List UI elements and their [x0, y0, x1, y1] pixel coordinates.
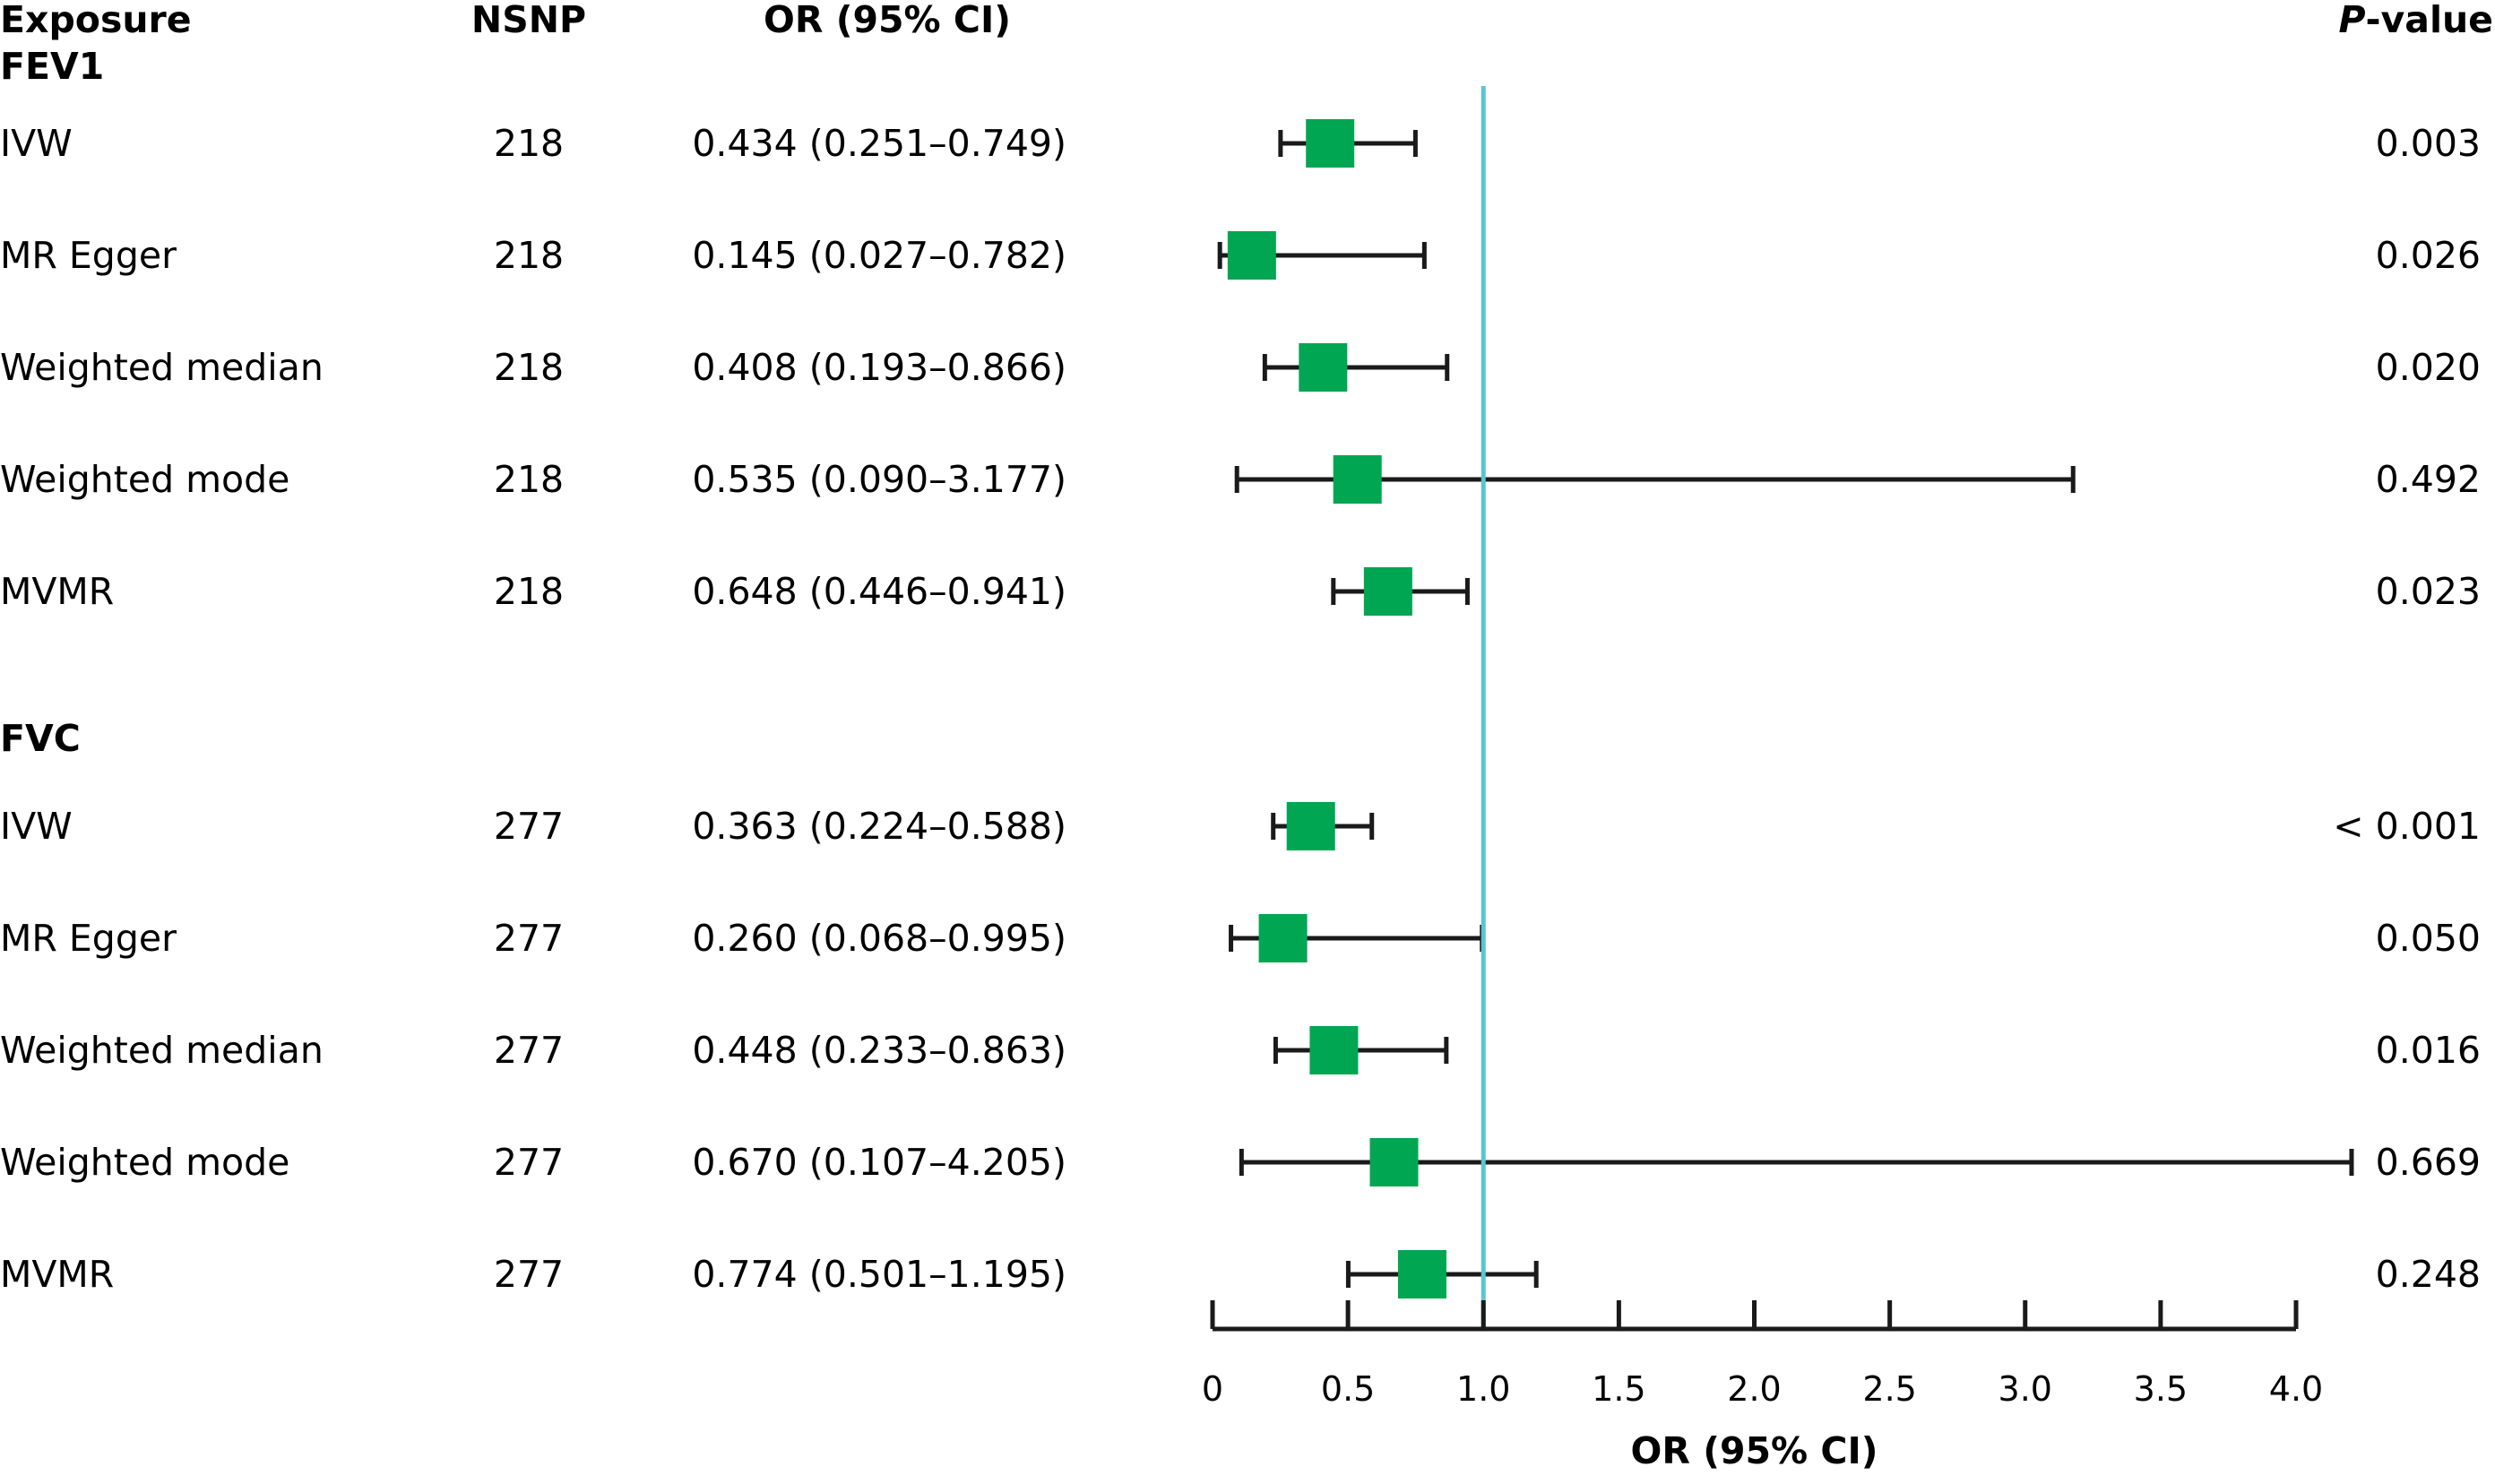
method-label: MVMR [0, 1253, 114, 1296]
nsnp-value: 277 [494, 1141, 564, 1184]
method-label: Weighted mode [0, 1141, 289, 1184]
header-or-ci: OR (95% CI) [764, 0, 1011, 41]
or-ci-text: 0.670 (0.107–4.205) [692, 1141, 1066, 1184]
p-value: 0.492 [2376, 458, 2481, 501]
p-value: 0.016 [2376, 1029, 2481, 1072]
or-ci-text: 0.408 (0.193–0.866) [692, 346, 1066, 389]
or-point [1363, 567, 1412, 616]
x-tick-label: 1.5 [1592, 1369, 1645, 1409]
header-exposure: Exposure [0, 0, 192, 41]
or-point [1397, 1250, 1446, 1298]
x-tick-label: 1.0 [1456, 1369, 1510, 1409]
or-ci-text: 0.434 (0.251–0.749) [692, 122, 1066, 165]
method-label: IVW [0, 805, 73, 848]
method-label: Weighted median [0, 1029, 324, 1072]
p-value: 0.669 [2376, 1141, 2481, 1184]
p-value: 0.020 [2376, 346, 2481, 389]
method-label: IVW [0, 122, 73, 165]
nsnp-value: 218 [494, 346, 564, 389]
x-tick-label: 0 [1202, 1369, 1223, 1409]
group-label: FEV1 [0, 45, 104, 88]
or-ci-text: 0.363 (0.224–0.588) [692, 805, 1066, 848]
or-point [1309, 1026, 1359, 1074]
or-ci-text: 0.260 (0.068–0.995) [692, 917, 1066, 960]
p-value: < 0.001 [2333, 805, 2481, 848]
nsnp-value: 277 [494, 805, 564, 848]
p-value: 0.050 [2376, 917, 2481, 960]
header-nsnp: NSNP [471, 0, 586, 41]
p-value: 0.248 [2376, 1253, 2481, 1296]
nsnp-value: 277 [494, 1029, 564, 1072]
nsnp-value: 277 [494, 917, 564, 960]
method-label: Weighted median [0, 346, 324, 389]
x-tick-label: 3.0 [1999, 1369, 2052, 1409]
x-tick-label: 0.5 [1321, 1369, 1375, 1409]
or-ci-text: 0.448 (0.233–0.863) [692, 1029, 1066, 1072]
x-axis: 0 0.5 1.0 1.5 2.0 2.5 3.0 3.5 4.0 OR (95% CI) [1202, 1300, 2323, 1472]
header-p-rest: -value [2366, 0, 2493, 41]
group-label: FVC [0, 717, 81, 760]
header-p-italic: P [2338, 0, 2365, 41]
x-tick-label: 4.0 [2269, 1369, 2323, 1409]
or-point [1306, 119, 1355, 168]
or-point [1299, 343, 1348, 392]
or-ci-text: 0.774 (0.501–1.195) [692, 1253, 1066, 1296]
table-rows: FEV1 IVW 218 0.434 (0.251–0.749) 0.003 MR Egg… [0, 45, 2481, 1296]
or-ci-text: 0.535 (0.090–3.177) [692, 458, 1066, 501]
method-label: MVMR [0, 570, 114, 613]
x-axis-title: OR (95% CI) [1631, 1429, 1878, 1472]
method-label: MR Egger [0, 917, 177, 960]
p-value: 0.026 [2376, 234, 2481, 277]
or-point [1286, 802, 1335, 850]
nsnp-value: 218 [494, 458, 564, 501]
nsnp-value: 277 [494, 1253, 564, 1296]
or-ci-text: 0.648 (0.446–0.941) [692, 570, 1066, 613]
p-value: 0.023 [2376, 570, 2481, 613]
nsnp-value: 218 [494, 234, 564, 277]
x-tick-label: 2.5 [1862, 1369, 1916, 1409]
x-tick-label: 2.0 [1727, 1369, 1781, 1409]
or-ci-text: 0.145 (0.027–0.782) [692, 234, 1066, 277]
or-point [1227, 231, 1276, 280]
nsnp-value: 218 [494, 570, 564, 613]
p-value: 0.003 [2376, 122, 2481, 165]
or-point [1258, 914, 1308, 962]
method-label: MR Egger [0, 234, 177, 277]
forest-marks [1217, 86, 2354, 1329]
nsnp-value: 218 [494, 122, 564, 165]
or-point [1333, 455, 1382, 504]
header-p-value: P-value [2338, 0, 2493, 41]
x-tick-label: 3.5 [2134, 1369, 2188, 1409]
method-label: Weighted mode [0, 458, 289, 501]
or-point [1369, 1138, 1419, 1186]
